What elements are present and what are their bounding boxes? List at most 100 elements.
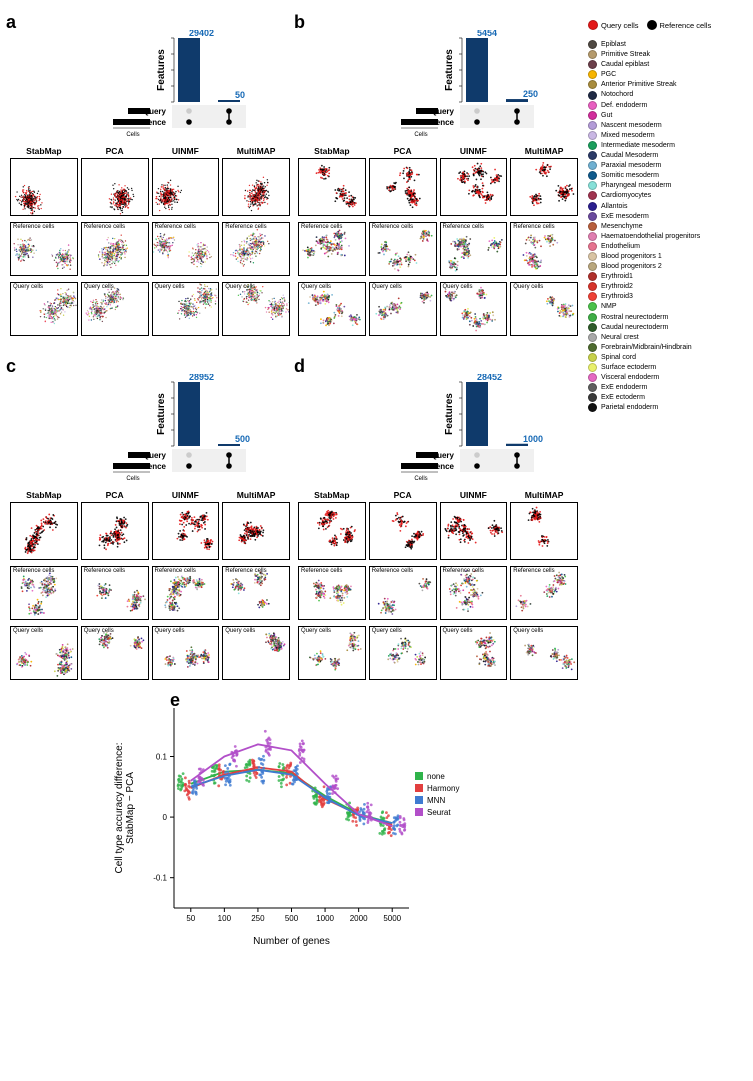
scatter-plot: [222, 502, 290, 560]
scatter-plot: [440, 158, 508, 216]
upset-c: Features28952500QueryReferenceCells: [45, 374, 290, 484]
scatter-plot: Query cells: [152, 282, 220, 336]
scatter-plot: Reference cells: [81, 566, 149, 620]
celltype-swatch: [588, 242, 597, 251]
subplot-label: Reference cells: [513, 224, 554, 230]
scatter-plot: [10, 502, 78, 560]
celltype-swatch: [588, 262, 597, 271]
svg-text:50: 50: [235, 90, 245, 100]
scatter-plot: Query cells: [510, 626, 578, 680]
svg-text:250: 250: [523, 89, 538, 99]
scatter-plot: [152, 502, 220, 560]
celltype-entry: Def. endoderm: [588, 101, 743, 110]
celltype-swatch: [588, 111, 597, 120]
celltype-label: Anterior Primitive Streak: [601, 80, 676, 89]
celltype-label: Epiblast: [601, 40, 626, 49]
scatter-plot: Query cells: [81, 282, 149, 336]
celltype-swatch: [588, 252, 597, 261]
method-title: StabMap: [298, 490, 366, 500]
celltype-swatch: [588, 393, 597, 402]
upset-b: Features5454250QueryReferenceCells: [333, 30, 578, 140]
cell-type-legend: EpiblastPrimitive StreakCaudal epiblastP…: [588, 40, 743, 412]
celltype-swatch: [588, 171, 597, 180]
celltype-swatch: [588, 131, 597, 140]
scatter-plot: Reference cells: [298, 566, 366, 620]
celltype-swatch: [588, 91, 597, 100]
celltype-swatch: [588, 181, 597, 190]
svg-text:Query: Query: [430, 107, 454, 116]
celltype-label: Visceral endoderm: [601, 373, 659, 382]
celltype-swatch: [588, 292, 597, 301]
celltype-label: Blood progenitors 2: [601, 262, 662, 271]
method-title: MultiMAP: [222, 146, 290, 156]
scatter-plot: Query cells: [10, 626, 78, 680]
upset-d: Features284521000QueryReferenceCells: [333, 374, 578, 484]
celltype-label: Forebrain/Midbrain/Hindbrain: [601, 343, 692, 352]
subplot-label: Query cells: [225, 284, 255, 290]
celltype-swatch: [588, 212, 597, 221]
panel-b: b Features5454250QueryReferenceCells Sta…: [298, 10, 578, 336]
celltype-label: Mesenchyme: [601, 222, 643, 231]
svg-text:Query: Query: [142, 107, 166, 116]
panel-letter-c: c: [6, 356, 16, 377]
celltype-swatch: [588, 383, 597, 392]
celltype-label: Endothelium: [601, 242, 640, 251]
scatter-plot: Query cells: [222, 626, 290, 680]
method-title: UINMF: [440, 146, 508, 156]
celltype-entry: Haematoendothelial progenitors: [588, 232, 743, 241]
scatter-plot: Query cells: [298, 626, 366, 680]
celltype-label: Intermediate mesoderm: [601, 141, 675, 150]
celltype-entry: Forebrain/Midbrain/Hindbrain: [588, 343, 743, 352]
svg-text:Reference: Reference: [127, 118, 166, 127]
panel-a: a Features2940250QueryReferenceCells Sta…: [10, 10, 290, 336]
celltype-label: ExE mesoderm: [601, 212, 649, 221]
legend-entry: Query cells: [588, 20, 639, 30]
celltype-swatch: [588, 191, 597, 200]
scatter-plot: Query cells: [298, 282, 366, 336]
scatter-plot: [10, 158, 78, 216]
scatter-plot: [298, 158, 366, 216]
method-title: PCA: [81, 146, 149, 156]
legend-entry: Reference cells: [647, 20, 712, 30]
celltype-entry: Intermediate mesoderm: [588, 141, 743, 150]
scatter-plot: [298, 502, 366, 560]
celltype-swatch: [588, 222, 597, 231]
subplot-label: Reference cells: [13, 568, 54, 574]
method-title: MultiMAP: [510, 146, 578, 156]
scatter-plot: Reference cells: [440, 566, 508, 620]
celltype-label: Caudal neurectoderm: [601, 323, 668, 332]
celltype-entry: ExE ectoderm: [588, 393, 743, 402]
celltype-swatch: [588, 202, 597, 211]
celltype-label: Pharyngeal mesoderm: [601, 181, 671, 190]
celltype-entry: Mesenchyme: [588, 222, 743, 231]
celltype-swatch: [588, 282, 597, 291]
svg-text:Features: Features: [156, 49, 167, 91]
celltype-label: Somitic mesoderm: [601, 171, 659, 180]
subplot-label: Reference cells: [513, 568, 554, 574]
celltype-swatch: [588, 70, 597, 79]
svg-text:29402: 29402: [189, 30, 214, 38]
subplot-label: Reference cells: [372, 224, 413, 230]
celltype-entry: Visceral endoderm: [588, 373, 743, 382]
panel-letter-b: b: [294, 12, 305, 33]
scatter-plot: Query cells: [369, 626, 437, 680]
celltype-label: Spinal cord: [601, 353, 636, 362]
celltype-entry: Primitive Streak: [588, 50, 743, 59]
celltype-entry: Pharyngeal mesoderm: [588, 181, 743, 190]
celltype-swatch: [588, 151, 597, 160]
celltype-entry: Blood progenitors 2: [588, 262, 743, 271]
celltype-entry: Epiblast: [588, 40, 743, 49]
legend-label: Reference cells: [660, 21, 712, 30]
subplot-label: Reference cells: [84, 568, 125, 574]
celltype-entry: Caudal neurectoderm: [588, 323, 743, 332]
subplot-label: Reference cells: [13, 224, 54, 230]
subplot-label: Reference cells: [301, 224, 342, 230]
query-reference-legend: Query cells Reference cells: [588, 20, 743, 30]
celltype-swatch: [588, 353, 597, 362]
celltype-swatch: [588, 141, 597, 150]
svg-text:Cells: Cells: [126, 132, 139, 138]
scatter-plot: Reference cells: [298, 222, 366, 276]
celltype-entry: Cardiomyocytes: [588, 191, 743, 200]
celltype-entry: Allantois: [588, 202, 743, 211]
svg-text:Cells: Cells: [414, 132, 427, 138]
